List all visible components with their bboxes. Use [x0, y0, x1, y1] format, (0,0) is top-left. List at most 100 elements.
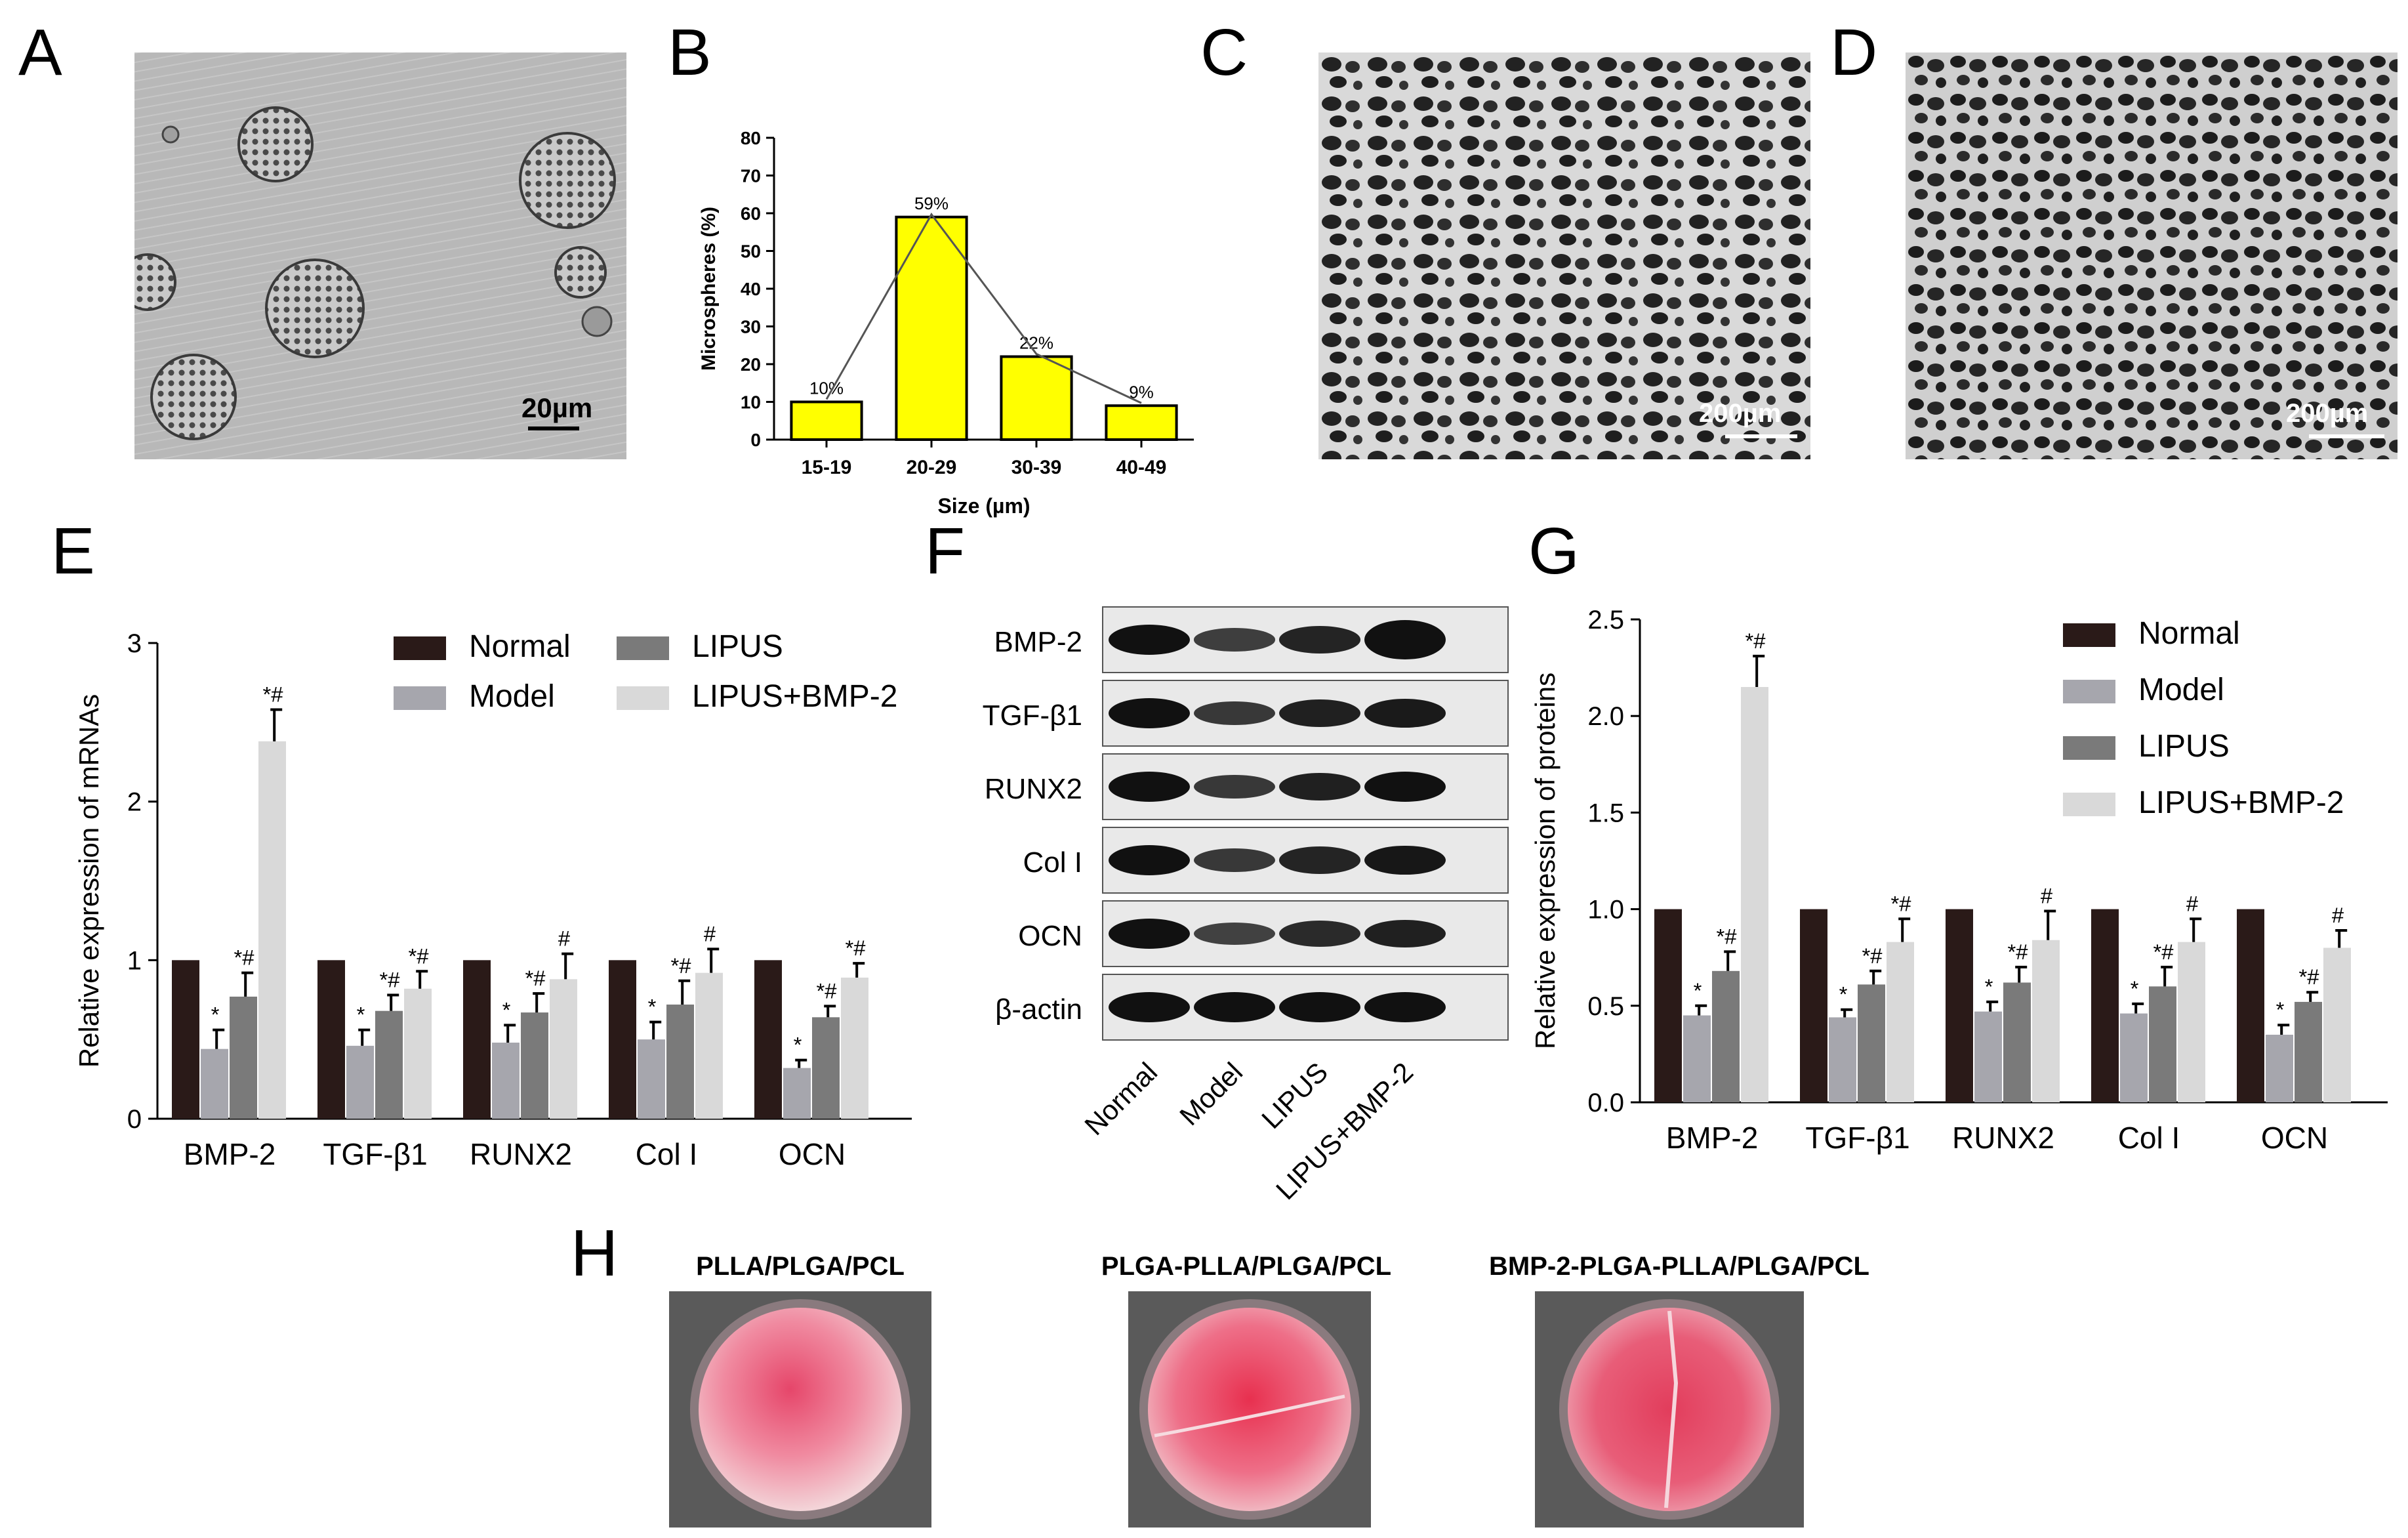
- chart-b-bar: [1000, 355, 1073, 441]
- chart-b-x-tick-label: 20-29: [907, 457, 957, 478]
- chart-b-bar: [895, 215, 968, 441]
- E-legend-swatch: [617, 686, 669, 710]
- panel-label-c: C: [1200, 16, 1248, 89]
- E-bar: [492, 1043, 520, 1119]
- E-bar: [317, 960, 345, 1119]
- panel-label-d: D: [1830, 16, 1878, 89]
- E-x-tick-label: TGF-β1: [323, 1137, 427, 1171]
- G-significance-mark: *: [2131, 976, 2139, 1001]
- G-bar: [1654, 909, 1682, 1102]
- G-bar: [2149, 986, 2176, 1102]
- chart-b-y-tick-label: 50: [741, 241, 761, 262]
- G-significance-mark: *#: [2007, 940, 2028, 964]
- G-x-tick-label: Col I: [2118, 1121, 2180, 1155]
- G-legend-swatch: [2063, 736, 2115, 760]
- wb-band: [1109, 698, 1190, 728]
- chart-b: 0 10 20 30 40 50 60 70 80 10% 15-19 59% 20-29 22% 30-3…: [698, 128, 1194, 518]
- G-significance-mark: #: [2041, 884, 2053, 908]
- E-x-tick-label: RUNX2: [470, 1137, 572, 1171]
- G-bar: [2295, 1001, 2322, 1102]
- G-significance-mark: *#: [1890, 891, 1911, 915]
- staining-dish-3: [1535, 1291, 1804, 1528]
- G-bar: [1712, 970, 1740, 1102]
- wb-band: [1194, 848, 1275, 873]
- wb-band: [1194, 628, 1275, 652]
- E-significance-mark: *#: [408, 944, 429, 968]
- G-bar: [2120, 1013, 2148, 1102]
- scale-label-a: 20µm: [521, 392, 593, 423]
- chart-b-trend-line: [825, 213, 1142, 404]
- G-legend-label: Normal: [2138, 616, 2240, 651]
- wb-protein-label: Col I: [1023, 846, 1082, 879]
- E-legend-label: LIPUS: [692, 629, 783, 664]
- E-legend-swatch: [394, 636, 446, 660]
- wb-band: [1279, 772, 1360, 801]
- G-y-tick-label: 0.5: [1587, 992, 1624, 1021]
- E-bar: [375, 1010, 403, 1119]
- wb-band: [1194, 774, 1275, 799]
- wb-band: [1279, 992, 1360, 1022]
- panel-label-a: A: [18, 16, 62, 89]
- wb-band: [1194, 923, 1275, 945]
- G-bar: [2323, 947, 2351, 1102]
- chart-b-y-tick-label: 80: [741, 128, 761, 148]
- panel-label-g: G: [1528, 514, 1580, 588]
- G-x-tick-label: TGF-β1: [1805, 1121, 1909, 1155]
- G-significance-mark: *#: [2153, 940, 2174, 964]
- chart-b-y-tick-label: 60: [741, 203, 761, 224]
- E-bar: [346, 1045, 374, 1119]
- wb-lane-label: LIPUS: [1255, 1056, 1334, 1135]
- G-significance-mark: *#: [1716, 924, 1737, 948]
- G-bar: [1683, 1015, 1711, 1102]
- wb-band: [1364, 919, 1446, 948]
- E-significance-mark: *: [502, 997, 511, 1022]
- wb-band: [1364, 992, 1446, 1022]
- E-significance-mark: *#: [816, 978, 837, 1003]
- chart-b-y-tick-label: 0: [750, 430, 761, 450]
- E-significance-mark: #: [704, 921, 716, 946]
- G-legend-label: LIPUS: [2138, 729, 2230, 764]
- G-significance-mark: *: [2276, 997, 2285, 1022]
- E-y-tick-label: 3: [127, 629, 142, 658]
- G-significance-mark: *#: [1745, 629, 1766, 653]
- E-legend-swatch: [617, 636, 669, 660]
- wb-protein-label: β-actin: [995, 993, 1082, 1026]
- E-significance-mark: *#: [845, 936, 866, 960]
- sem-microspheres-image: [134, 52, 626, 459]
- G-bar: [1887, 942, 1914, 1102]
- E-significance-mark: *: [357, 1003, 365, 1027]
- E-legend-swatch: [394, 686, 446, 710]
- G-bar: [1946, 909, 1973, 1102]
- wb-band: [1279, 626, 1360, 654]
- sem-scaffold-image-d: [1906, 52, 2398, 459]
- G-bar: [2266, 1034, 2293, 1102]
- G-bar: [2003, 982, 2031, 1102]
- wb-band: [1109, 919, 1190, 949]
- E-significance-mark: *#: [234, 946, 255, 970]
- G-legend-label: LIPUS+BMP-2: [2138, 785, 2344, 820]
- scale-label-d: 200µm: [2286, 399, 2369, 428]
- E-bar: [609, 960, 636, 1119]
- chart-g: 0.00.51.01.52.02.5**#*#BMP-2**#*#TGF-β1*…: [1530, 610, 2388, 1155]
- E-significance-mark: *: [211, 1003, 220, 1027]
- western-blot-panel: BMP-2 TGF-β1 RUNX2 Col I OCN β-actin Normal Mod…: [958, 604, 1522, 1205]
- G-bar: [1800, 909, 1827, 1102]
- chart-b-x-tick-label: 40-49: [1116, 457, 1167, 478]
- wb-band: [1279, 846, 1360, 874]
- G-bar: [2237, 909, 2264, 1102]
- wb-band: [1364, 845, 1446, 875]
- wb-protein-label: BMP-2: [994, 626, 1082, 658]
- G-legend-swatch: [2063, 623, 2115, 647]
- G-bar: [2032, 940, 2060, 1102]
- staining-title-1: PLLA/PLGA/PCL: [696, 1252, 905, 1281]
- E-bar: [841, 977, 868, 1119]
- E-bar: [404, 988, 432, 1119]
- E-bar: [550, 979, 577, 1119]
- wb-band: [1194, 701, 1275, 726]
- chart-b-y-tick-label: 20: [741, 354, 761, 375]
- G-x-tick-label: RUNX2: [1952, 1121, 2054, 1155]
- wb-band: [1364, 772, 1446, 802]
- G-legend-swatch: [2063, 680, 2115, 703]
- panel-label-b: B: [668, 16, 712, 89]
- E-y-label: Relative expression of mRNAs: [73, 694, 104, 1068]
